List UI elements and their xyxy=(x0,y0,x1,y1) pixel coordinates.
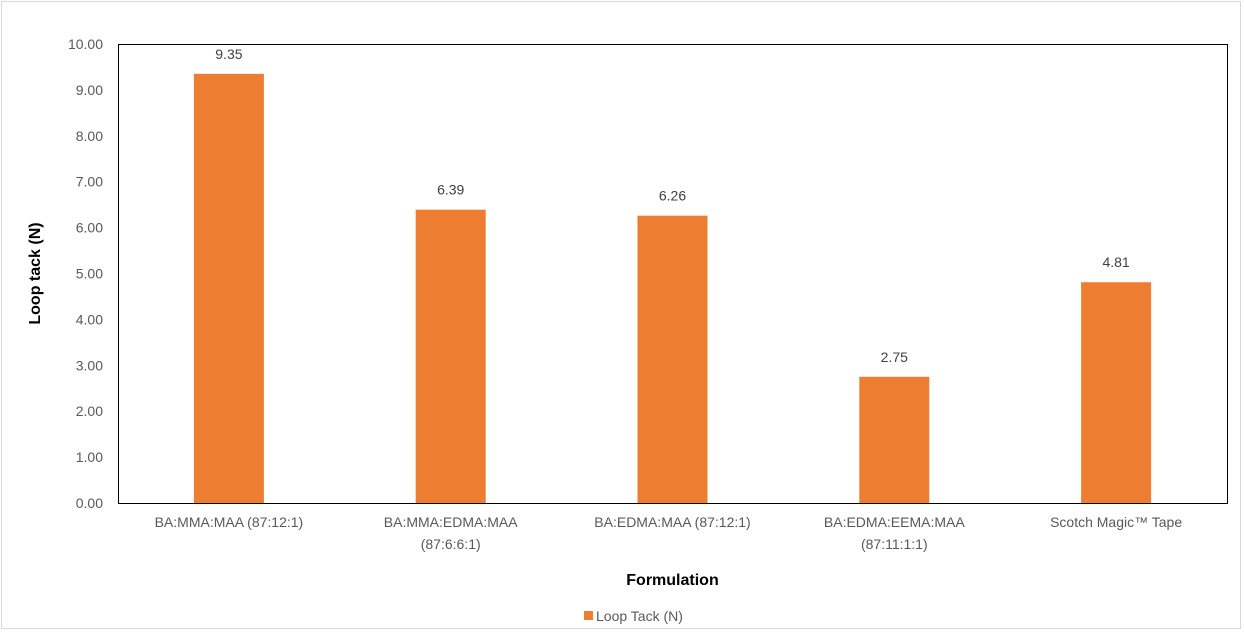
x-tick-label: BA:EDMA:MAA (87:12:1) xyxy=(594,514,750,530)
y-tick-label: 10.00 xyxy=(68,36,103,52)
y-tick-label: 7.00 xyxy=(76,174,103,190)
bar xyxy=(859,376,930,503)
plot-area-border xyxy=(118,44,1228,504)
legend: Loop Tack (N) xyxy=(584,608,683,624)
data-label: 2.75 xyxy=(881,349,908,365)
y-tick-label: 1.00 xyxy=(76,449,103,465)
bars xyxy=(193,73,1152,504)
data-label: 6.39 xyxy=(437,182,464,198)
y-tick-label: 9.00 xyxy=(76,82,103,98)
bar xyxy=(193,73,264,504)
bar xyxy=(1081,282,1152,503)
data-label: 9.35 xyxy=(215,46,242,62)
y-axis-title: Loop tack (N) xyxy=(27,222,44,324)
y-tick-label: 4.00 xyxy=(76,311,103,327)
data-label: 6.26 xyxy=(659,188,686,204)
y-axis-ticks: 0.00 1.00 2.00 3.00 4.00 5.00 6.00 7.00 8.00 9.00… xyxy=(68,36,103,511)
data-labels: 9.35 6.39 6.26 2.75 4.81 xyxy=(215,46,1130,365)
y-tick-label: 6.00 xyxy=(76,220,103,236)
x-tick-label: BA:EDMA:EEMA:MAA (87:11:1:1) xyxy=(824,514,965,552)
bar xyxy=(415,209,486,503)
x-axis-ticks: BA:MMA:MAA (87:12:1) BA:MMA:EDMA:MAA (87:6… xyxy=(155,514,1183,552)
y-tick-label: 8.00 xyxy=(76,128,103,144)
y-tick-label: 3.00 xyxy=(76,357,103,373)
y-tick-label: 5.00 xyxy=(76,266,103,282)
legend-swatch xyxy=(584,611,593,620)
data-label: 4.81 xyxy=(1102,254,1129,270)
x-tick-label: BA:MMA:EDMA:MAA (87:6:6:1) xyxy=(384,514,518,552)
x-tick-label: Scotch Magic™ Tape xyxy=(1050,514,1182,530)
y-tick-label: 0.00 xyxy=(76,495,103,511)
y-tick-label: 2.00 xyxy=(76,403,103,419)
x-axis-title: Formulation xyxy=(626,572,718,589)
x-tick-label: BA:MMA:MAA (87:12:1) xyxy=(155,514,304,530)
legend-label: Loop Tack (N) xyxy=(596,608,683,624)
bar xyxy=(637,215,708,503)
